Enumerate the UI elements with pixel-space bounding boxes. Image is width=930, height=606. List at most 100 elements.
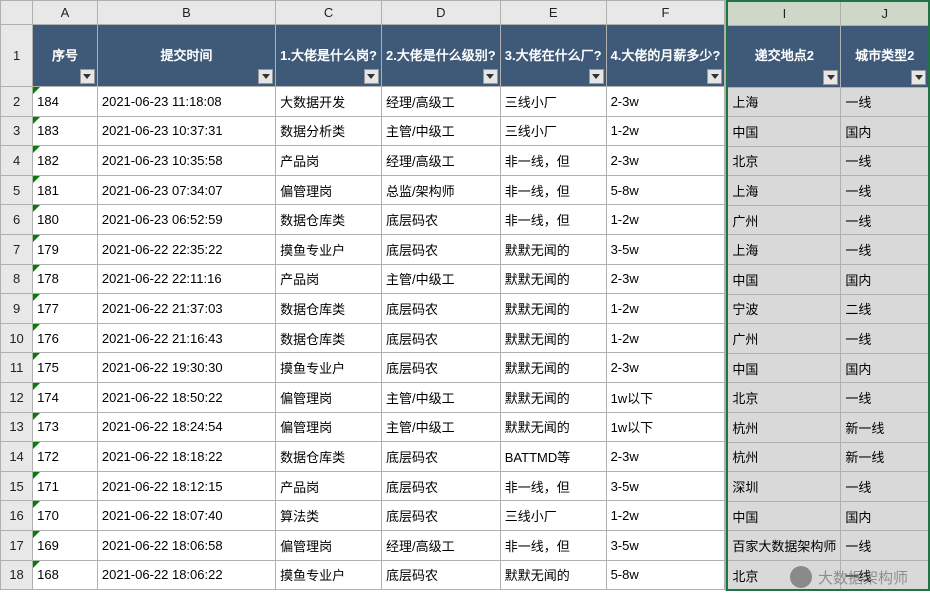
filter-icon[interactable] (364, 69, 379, 84)
cell[interactable]: 底层码农 (381, 234, 500, 264)
hdr-loc[interactable]: 递交地点2 (727, 25, 841, 87)
cell[interactable]: 非一线，但 (500, 205, 606, 235)
row-hdr[interactable]: 3 (1, 116, 33, 146)
filter-icon[interactable] (258, 69, 273, 84)
row-hdr[interactable]: 17 (1, 530, 33, 560)
cell[interactable]: 摸鱼专业户 (276, 353, 382, 383)
row-hdr-1[interactable]: 1 (1, 25, 33, 87)
cell[interactable]: 三线小厂 (500, 87, 606, 117)
cell[interactable]: 北京 (727, 146, 841, 176)
cell[interactable]: 2021-06-22 22:11:16 (97, 264, 275, 294)
cell[interactable]: 宁波 (727, 294, 841, 324)
col-hdr-F[interactable]: F (606, 1, 725, 25)
cell[interactable]: 经理/高级工 (381, 87, 500, 117)
cell[interactable]: 2021-06-23 10:37:31 (97, 116, 275, 146)
row-hdr[interactable]: 5 (1, 175, 33, 205)
cell[interactable]: 2021-06-23 10:35:58 (97, 146, 275, 176)
cell[interactable]: 数据分析类 (276, 116, 382, 146)
cell[interactable]: 非一线，但 (500, 471, 606, 501)
cell[interactable]: 一线 (841, 383, 929, 413)
cell[interactable]: 北京 (727, 561, 841, 591)
hdr-seq[interactable]: 序号 (33, 25, 98, 87)
cell[interactable]: 默默无闻的 (500, 294, 606, 324)
cell[interactable]: 3-5w (606, 471, 725, 501)
cell[interactable]: 二线 (841, 294, 929, 324)
cell[interactable]: 175 (33, 353, 98, 383)
cell[interactable]: 广州 (727, 205, 841, 235)
cell[interactable]: 上海 (727, 235, 841, 265)
cell[interactable]: 2021-06-23 06:52:59 (97, 205, 275, 235)
cell[interactable]: 国内 (841, 265, 929, 295)
cell[interactable]: 184 (33, 87, 98, 117)
cell[interactable]: 2-3w (606, 264, 725, 294)
cell[interactable]: 摸鱼专业户 (276, 234, 382, 264)
cell[interactable]: 新一线 (841, 413, 929, 443)
cell[interactable]: 数据仓库类 (276, 294, 382, 324)
cell[interactable]: 172 (33, 442, 98, 472)
row-hdr[interactable]: 11 (1, 353, 33, 383)
row-hdr[interactable]: 10 (1, 323, 33, 353)
row-hdr[interactable]: 8 (1, 264, 33, 294)
cell[interactable]: 一线 (841, 176, 929, 206)
cell[interactable]: 默默无闻的 (500, 382, 606, 412)
cell[interactable]: 2021-06-23 07:34:07 (97, 175, 275, 205)
row-hdr[interactable]: 6 (1, 205, 33, 235)
cell[interactable]: 一线 (841, 472, 929, 502)
hdr-q2[interactable]: 2.大佬是什么级别? (381, 25, 500, 87)
cell[interactable]: 大数据开发 (276, 87, 382, 117)
cell[interactable]: 1w以下 (606, 382, 725, 412)
cell[interactable]: 一线 (841, 205, 929, 235)
cell[interactable]: 国内 (841, 501, 929, 531)
row-hdr[interactable]: 7 (1, 234, 33, 264)
hdr-citytype[interactable]: 城市类型2 (841, 25, 929, 87)
row-hdr[interactable]: 14 (1, 442, 33, 472)
col-hdr-J[interactable]: J (841, 1, 929, 25)
cell[interactable]: 2021-06-22 18:06:58 (97, 530, 275, 560)
cell[interactable]: 主管/中级工 (381, 116, 500, 146)
cell[interactable]: 2021-06-22 18:06:22 (97, 560, 275, 590)
hdr-q4[interactable]: 4.大佬的月薪多少? (606, 25, 725, 87)
cell[interactable]: 5-8w (606, 560, 725, 590)
cell[interactable]: 2-3w (606, 353, 725, 383)
cell[interactable]: 默默无闻的 (500, 264, 606, 294)
cell[interactable]: 默默无闻的 (500, 560, 606, 590)
cell[interactable]: 北京 (727, 383, 841, 413)
cell[interactable]: 底层码农 (381, 560, 500, 590)
col-hdr-A[interactable]: A (33, 1, 98, 25)
cell[interactable]: 173 (33, 412, 98, 442)
corner-cell[interactable] (1, 1, 33, 25)
cell[interactable]: 176 (33, 323, 98, 353)
cell[interactable]: 180 (33, 205, 98, 235)
cell[interactable]: 底层码农 (381, 323, 500, 353)
cell[interactable]: 3-5w (606, 530, 725, 560)
hdr-q1[interactable]: 1.大佬是什么岗? (276, 25, 382, 87)
col-hdr-B[interactable]: B (97, 1, 275, 25)
cell[interactable]: 偏管理岗 (276, 412, 382, 442)
cell[interactable]: 2-3w (606, 442, 725, 472)
cell[interactable]: 产品岗 (276, 146, 382, 176)
row-hdr[interactable]: 18 (1, 560, 33, 590)
col-hdr-C[interactable]: C (276, 1, 382, 25)
cell[interactable]: 底层码农 (381, 471, 500, 501)
cell[interactable]: 非一线，但 (500, 146, 606, 176)
cell[interactable]: 1w以下 (606, 412, 725, 442)
cell[interactable]: 5-8w (606, 175, 725, 205)
cell[interactable]: 底层码农 (381, 442, 500, 472)
cell[interactable]: 经理/高级工 (381, 530, 500, 560)
cell[interactable]: 默默无闻的 (500, 353, 606, 383)
cell[interactable]: 177 (33, 294, 98, 324)
cell[interactable]: 中国 (727, 353, 841, 383)
cell[interactable]: 1-2w (606, 294, 725, 324)
cell[interactable]: 杭州 (727, 413, 841, 443)
filter-icon[interactable] (823, 70, 838, 85)
cell[interactable]: 一线 (841, 561, 929, 591)
cell[interactable]: 2021-06-23 11:18:08 (97, 87, 275, 117)
cell[interactable]: 2-3w (606, 87, 725, 117)
col-hdr-D[interactable]: D (381, 1, 500, 25)
cell[interactable]: 170 (33, 501, 98, 531)
cell[interactable]: 主管/中级工 (381, 412, 500, 442)
row-hdr[interactable]: 9 (1, 294, 33, 324)
cell[interactable]: 3-5w (606, 234, 725, 264)
cell[interactable]: 2021-06-22 19:30:30 (97, 353, 275, 383)
cell[interactable]: 主管/中级工 (381, 264, 500, 294)
